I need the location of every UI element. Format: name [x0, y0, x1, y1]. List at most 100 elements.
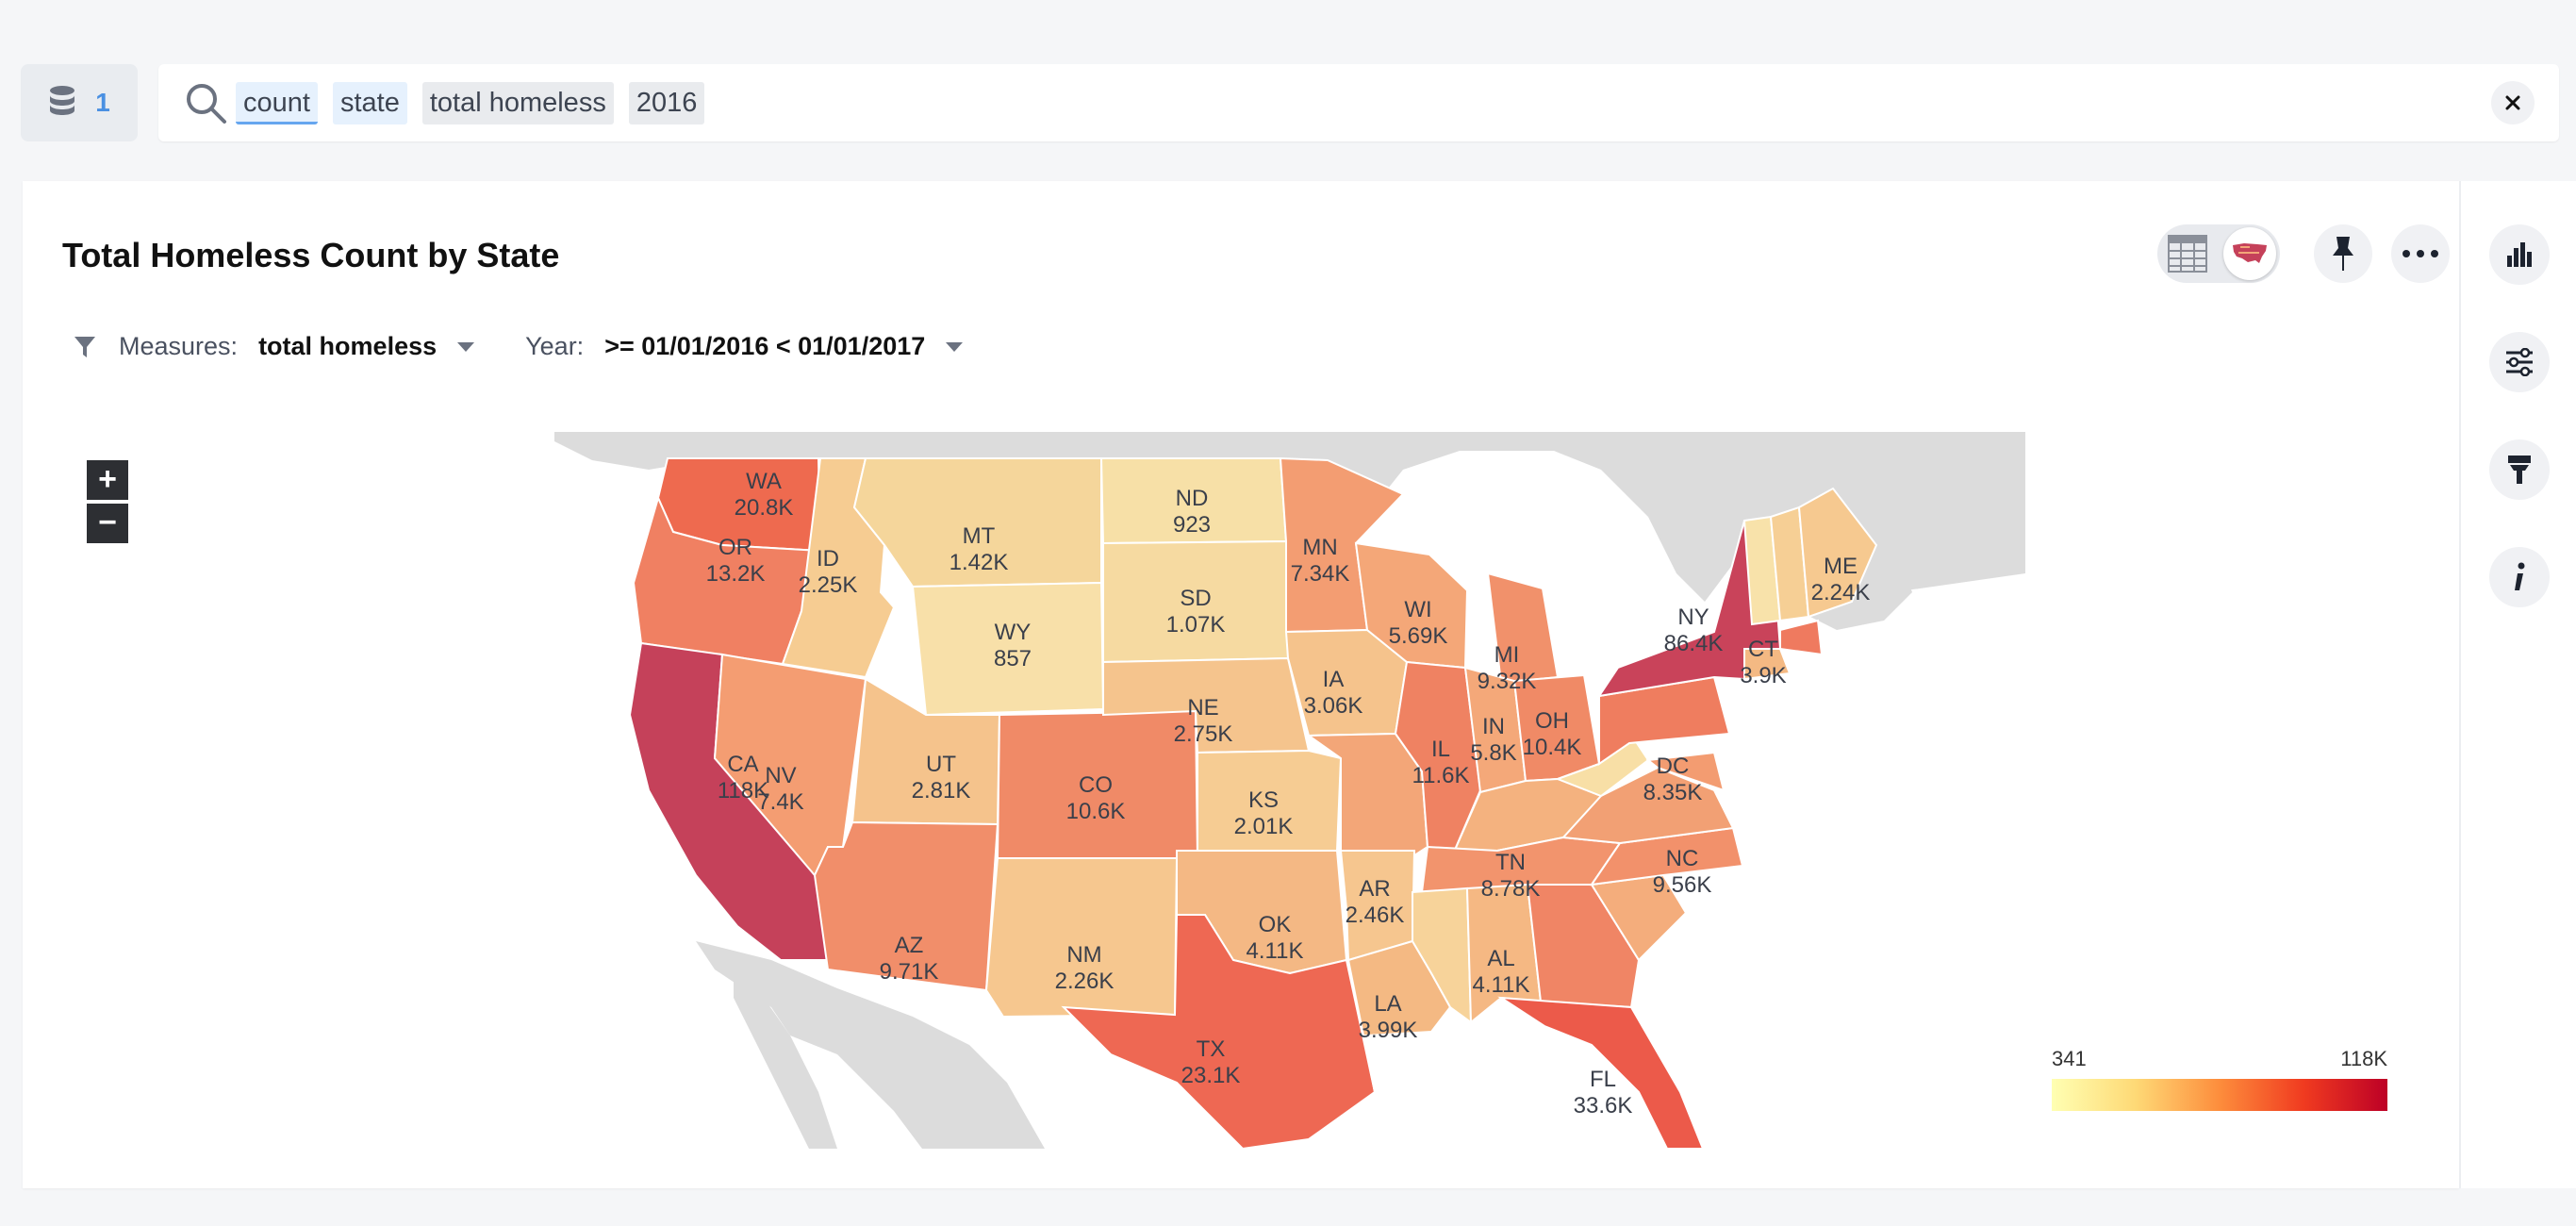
state-code-label: NY [1677, 605, 1709, 630]
pin-icon [2333, 237, 2353, 271]
right-sidebar [2459, 181, 2576, 1188]
state-code-label: IL [1431, 737, 1450, 762]
state-code-label: CO [1079, 772, 1113, 798]
view-toggle [2157, 224, 2280, 283]
state-region-ks[interactable] [1197, 749, 1343, 852]
info-button[interactable] [2489, 547, 2550, 607]
table-view-icon[interactable] [2167, 234, 2208, 273]
state-value-label: 2.26K [1055, 969, 1115, 994]
zoom-controls: + − [87, 460, 128, 543]
filter-icon [74, 336, 95, 357]
legend-max: 118K [2340, 1047, 2387, 1070]
state-code-label: NV [765, 763, 796, 788]
chevron-down-icon[interactable] [946, 341, 964, 352]
bar-chart-icon [2507, 242, 2532, 267]
year-value[interactable]: >= 01/01/2016 < 01/01/2017 [604, 332, 926, 360]
choropleth-map[interactable]: WA 20.8K OR 13.2K CA 118K ID 2.25K NV 7.4K MT 1.42K… [554, 432, 2025, 1149]
settings-button[interactable] [2489, 332, 2550, 392]
state-value-label: 4.11K [1473, 972, 1530, 998]
zoom-out-button[interactable]: − [87, 504, 128, 543]
format-button[interactable] [2489, 439, 2550, 500]
measures-label: Measures: [119, 332, 239, 360]
state-value-label: 3.99K [1359, 1018, 1418, 1043]
chevron-down-icon[interactable] [457, 341, 475, 352]
state-value-label: 2.75K [1174, 721, 1233, 747]
state-value-label: 9.32K [1478, 669, 1537, 694]
info-icon [2515, 562, 2525, 590]
state-code-label: DC [1657, 754, 1690, 779]
zoom-in-button[interactable]: + [87, 460, 128, 500]
search-bar[interactable]: count state total homeless 2016 [158, 64, 2559, 141]
us-map-icon [2233, 243, 2267, 263]
state-code-label: OK [1259, 912, 1292, 937]
state-code-label: WI [1404, 597, 1431, 622]
state-code-label: AR [1359, 876, 1390, 902]
state-region-dc[interactable] [1645, 751, 1726, 792]
state-value-label: 8.78K [1481, 876, 1541, 902]
clear-search-button[interactable] [2491, 81, 2535, 124]
filter-bar: Measures: total homeless Year: >= 01/01/… [74, 332, 964, 361]
state-value-label: 1.42K [949, 550, 1009, 575]
state-value-label: 923 [1173, 512, 1211, 538]
state-region-tx[interactable] [1061, 914, 1377, 1149]
state-region-fl[interactable] [1497, 996, 1705, 1149]
state-region-ct[interactable] [1743, 648, 1792, 681]
state-value-label: 7.4K [757, 789, 803, 815]
state-region-az[interactable] [813, 820, 999, 992]
search-token-total-homeless[interactable]: total homeless [421, 81, 614, 124]
state-code-label: NM [1066, 942, 1101, 968]
pin-button[interactable] [2314, 224, 2372, 283]
state-code-label: MI [1494, 642, 1520, 668]
legend-gradient [2052, 1079, 2387, 1111]
state-value-label: 2.25K [799, 572, 858, 598]
brush-icon [2508, 456, 2531, 484]
chart-type-button[interactable] [2489, 224, 2550, 285]
database-icon [50, 86, 75, 115]
measures-value[interactable]: total homeless [258, 332, 438, 360]
state-value-label: 86.4K [1664, 631, 1724, 656]
state-region-me[interactable] [1797, 487, 1878, 619]
state-code-label: AL [1487, 946, 1514, 971]
color-legend: 341 118K [2052, 1047, 2387, 1111]
state-code-label: OR [718, 535, 752, 560]
state-code-label: WY [995, 620, 1032, 645]
state-code-label: LA [1374, 991, 1401, 1017]
state-code-label: CT [1748, 637, 1778, 662]
legend-min: 341 [2052, 1047, 2087, 1070]
close-icon [2505, 95, 2520, 110]
state-value-label: 9.56K [1653, 872, 1712, 898]
state-value-label: 8.35K [1643, 780, 1703, 805]
search-token-2016[interactable]: 2016 [628, 81, 705, 124]
state-value-label: 5.8K [1470, 740, 1516, 766]
state-code-label: NC [1666, 846, 1699, 871]
state-value-label: 9.71K [880, 959, 939, 985]
state-code-label: CA [727, 752, 758, 777]
state-code-label: NE [1187, 695, 1218, 721]
state-code-label: ID [817, 546, 839, 572]
more-options-button[interactable] [2391, 224, 2450, 283]
state-value-label: 5.69K [1389, 623, 1448, 649]
state-code-label: TN [1495, 850, 1526, 875]
map-view-button[interactable] [2223, 227, 2276, 280]
state-code-label: TX [1197, 1036, 1226, 1062]
page-title: Total Homeless Count by State [62, 236, 560, 274]
state-code-label: ME [1824, 554, 1858, 579]
datasource-count: 1 [95, 88, 110, 117]
baja-landmass [734, 960, 837, 1149]
state-region-ga[interactable] [1526, 884, 1641, 1009]
search-token-state[interactable]: state [332, 81, 407, 124]
state-value-label: 118K [718, 778, 768, 804]
search-icon [187, 84, 226, 124]
state-value-label: 10.4K [1523, 735, 1582, 760]
state-code-label: SD [1180, 586, 1211, 611]
state-region-wv[interactable] [1555, 730, 1650, 798]
state-code-label: FL [1590, 1067, 1616, 1092]
search-tokens: count state total homeless 2016 [236, 81, 705, 124]
mexico-landmass [696, 941, 1045, 1149]
datasource-button[interactable]: 1 [21, 64, 138, 141]
state-value-label: 2.24K [1811, 580, 1871, 605]
search-token-count[interactable]: count [236, 81, 318, 124]
state-value-label: 1.07K [1166, 612, 1226, 638]
state-region-ma[interactable] [1779, 619, 1824, 656]
